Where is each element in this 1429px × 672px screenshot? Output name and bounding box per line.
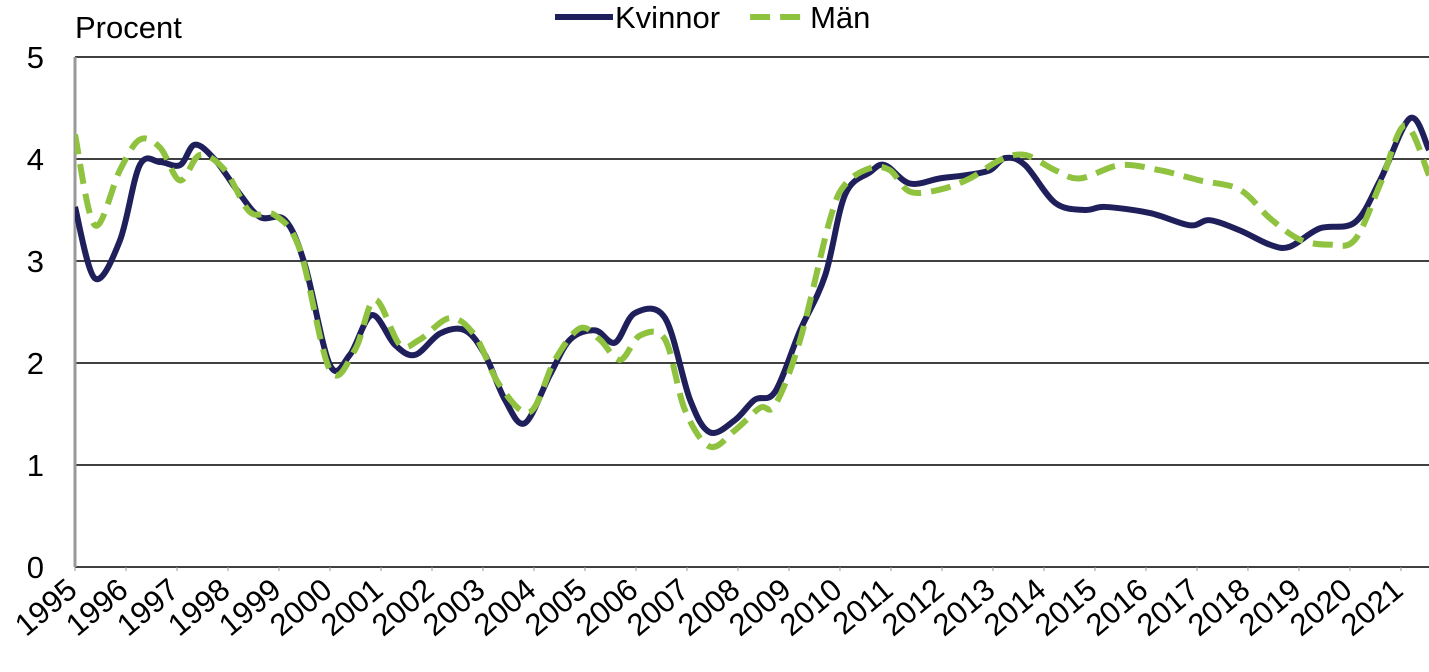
legend-label: Män [810,0,870,35]
y-tick-label: 0 [27,550,44,585]
line-series [75,122,1429,451]
y-tick-label: 3 [27,244,44,279]
y-tick-label: 5 [27,40,44,75]
y-tick-label: 2 [27,346,44,381]
legend-label: Kvinnor [615,0,720,35]
y-tick-label: 1 [27,448,44,483]
y-axis-label: Procent [75,10,182,45]
line-series [75,114,1429,437]
x-tick-label: 2021 [1334,572,1409,643]
y-tick-label: 4 [27,142,44,177]
